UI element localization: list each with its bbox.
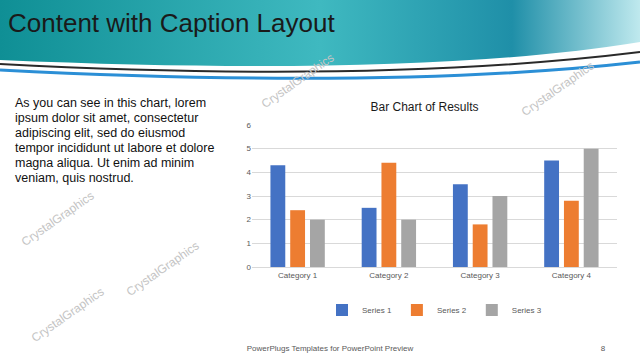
svg-text:CrystalGraphics: CrystalGraphics (259, 51, 337, 111)
svg-text:2: 2 (247, 215, 252, 224)
svg-text:0: 0 (247, 263, 252, 272)
svg-text:CrystalGraphics: CrystalGraphics (124, 239, 202, 299)
svg-text:Series 2: Series 2 (437, 306, 467, 315)
svg-text:Category 4: Category 4 (552, 271, 592, 280)
svg-text:3: 3 (247, 192, 252, 201)
svg-text:6: 6 (247, 121, 252, 130)
html-text:As you can see in this chart,: As you can see in this chart, lorem ipsu… (15, 96, 215, 185)
svg-text:CrystalGraphics: CrystalGraphics (29, 285, 107, 345)
svg-text:Category 3: Category 3 (461, 271, 501, 280)
svg-text:8: 8 (601, 344, 606, 353)
svg-text:4: 4 (247, 168, 252, 177)
svg-text:PowerPlugs Templates for Power: PowerPlugs Templates for PowerPoint Prev… (247, 344, 414, 353)
svg-text:CrystalGraphics: CrystalGraphics (19, 189, 97, 249)
svg-text:Category 2: Category 2 (369, 271, 409, 280)
svg-text:Category 1: Category 1 (278, 271, 318, 280)
svg-text:1: 1 (247, 239, 252, 248)
svg-text:Bar Chart of Results: Bar Chart of Results (370, 100, 478, 114)
svg-text:Content with Caption Layout: Content with Caption Layout (8, 8, 335, 38)
svg-text:Series 1: Series 1 (362, 306, 392, 315)
svg-text:5: 5 (247, 144, 252, 153)
svg-text:Series 3: Series 3 (512, 306, 542, 315)
svg-text:CrystalGraphics: CrystalGraphics (519, 59, 597, 119)
